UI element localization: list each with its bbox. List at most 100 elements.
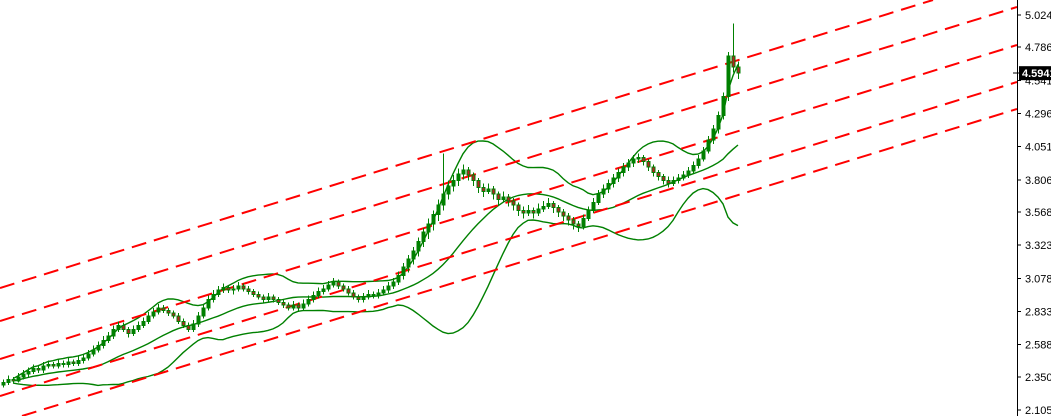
candle-body-up [401, 266, 406, 276]
candle-body-up [706, 139, 711, 152]
candle-body-down [731, 55, 736, 68]
candle-body-down [491, 188, 496, 195]
candlestick [76, 356, 81, 367]
axis-tick-label: 2.5880 [1025, 340, 1051, 352]
candlestick [346, 286, 351, 296]
candle-body-down [666, 180, 671, 184]
candlestick [286, 302, 291, 311]
candlestick [691, 161, 696, 174]
candlestick [721, 92, 726, 120]
candle-body-up [596, 193, 601, 203]
candlestick [6, 375, 11, 385]
candlestick [646, 158, 651, 172]
candlestick [366, 290, 371, 300]
candle-body-down [551, 203, 556, 209]
candlestick [116, 321, 121, 333]
candle-body-down [36, 368, 41, 371]
axis-tick-label: 5.0240 [1025, 10, 1051, 22]
candlestick [651, 164, 656, 177]
candle-body-down [11, 379, 16, 382]
candle-body-up [406, 258, 411, 268]
candle-body-up [451, 180, 456, 187]
candle-body-up [101, 339, 106, 347]
candle-body-up [456, 173, 461, 182]
candle-body-up [131, 328, 136, 335]
candlestick [411, 246, 416, 265]
candlestick [701, 146, 706, 162]
candlestick [241, 283, 246, 292]
candle-body-up [266, 296, 271, 301]
candle-body-up [221, 287, 226, 291]
trend-channel-line[interactable] [0, 81, 1018, 397]
candlestick [271, 294, 276, 303]
candlestick [31, 364, 36, 375]
candle-body-up [461, 169, 466, 175]
trend-channel-line[interactable] [0, 6, 1018, 322]
candle-body-down [336, 281, 341, 287]
candlestick [611, 173, 616, 188]
candle-body-up [726, 55, 731, 98]
candlestick [16, 372, 21, 383]
candlestick [566, 213, 571, 226]
trend-channel-line[interactable] [21, 108, 1018, 416]
candle-body-up [676, 177, 681, 182]
candlestick [441, 153, 446, 211]
candlestick [381, 286, 386, 296]
candle-body-up [436, 204, 441, 215]
candlestick [21, 370, 26, 380]
candlestick [421, 227, 426, 247]
candlestick [371, 291, 376, 299]
candlestick [86, 349, 91, 361]
candle-body-down [476, 180, 481, 188]
candle-body-down [656, 172, 661, 178]
candle-body-up [291, 304, 296, 309]
candle-body-down [346, 288, 351, 294]
candlestick [51, 361, 56, 369]
candlestick [711, 125, 716, 145]
candle-body-up [541, 205, 546, 210]
candlestick [41, 361, 46, 373]
candle-body-down [71, 361, 76, 364]
candlestick [211, 290, 216, 303]
candlestick [546, 198, 551, 210]
candlestick [671, 176, 676, 187]
trend-channel-line[interactable] [0, 0, 934, 289]
candlestick [186, 322, 191, 333]
candle-body-up [486, 188, 491, 192]
candlestick [246, 286, 251, 295]
candle-body-down [511, 200, 516, 206]
candlestick [91, 345, 96, 357]
candlestick [641, 154, 646, 166]
current-price-tag [1019, 66, 1051, 81]
candle-body-down [51, 364, 56, 367]
candlestick [681, 171, 686, 181]
candlestick [656, 169, 661, 181]
candlestick [471, 172, 476, 187]
candle-body-down [351, 292, 356, 298]
candle-body-up [1, 381, 6, 386]
candle-body-up [626, 162, 631, 168]
candlestick [451, 175, 456, 192]
candle-body-up [386, 285, 391, 291]
candle-body-up [81, 357, 86, 362]
candle-body-up [216, 289, 221, 295]
candlestick [336, 279, 341, 289]
candlestick [696, 154, 701, 169]
candle-body-up [586, 209, 591, 220]
candlestick [251, 288, 256, 298]
candlestick [726, 52, 731, 101]
candlestick [156, 303, 161, 315]
candle-body-up [76, 360, 81, 364]
candlestick [581, 214, 586, 230]
candle-body-up [16, 376, 21, 382]
candlestick [661, 173, 666, 185]
candlestick [501, 191, 506, 203]
candlestick [526, 204, 531, 216]
candle-body-up [141, 320, 146, 326]
candle-body-down [556, 207, 561, 213]
candlestick [596, 190, 601, 205]
candlestick [11, 376, 16, 384]
candlestick [231, 284, 236, 295]
candlestick [626, 158, 631, 172]
